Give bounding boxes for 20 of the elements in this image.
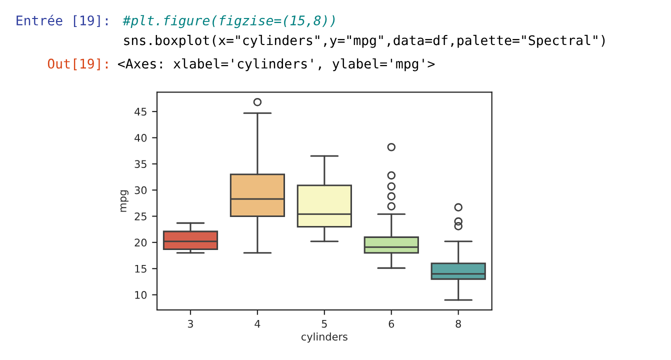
y-tick-label: 40 (134, 134, 147, 142)
text: Entrée [19]: (16, 14, 108, 28)
y-tick-label: 10 (135, 291, 147, 299)
y-axis-title: mpg (120, 190, 128, 212)
text: #plt.figure(figzise=(15,8)) (122, 15, 335, 28)
text: <Axes: xlabel='cylinders', ylabel='mpg'> (118, 58, 435, 72)
y-tick-label: 35 (134, 160, 146, 168)
y-tick-label: 20 (134, 238, 147, 247)
y-tick-label: 15 (135, 264, 146, 273)
text: sns.boxplot(x="cylinders",y="mpg",data=df,palette="Spectral") (124, 34, 605, 48)
y-tick-label: 30 (134, 186, 147, 194)
x-tick-label: 5 (322, 320, 327, 328)
x-tick-label: 8 (456, 320, 461, 328)
x-axis-title: cylinders (301, 332, 348, 343)
x-tick-label: 6 (388, 320, 394, 328)
y-tick-label: 45 (134, 108, 146, 116)
x-tick-label: 4 (254, 320, 260, 328)
text: Out[19]: (48, 58, 108, 70)
y-tick-label: 25 (134, 212, 146, 220)
x-tick-label: 3 (188, 320, 193, 328)
